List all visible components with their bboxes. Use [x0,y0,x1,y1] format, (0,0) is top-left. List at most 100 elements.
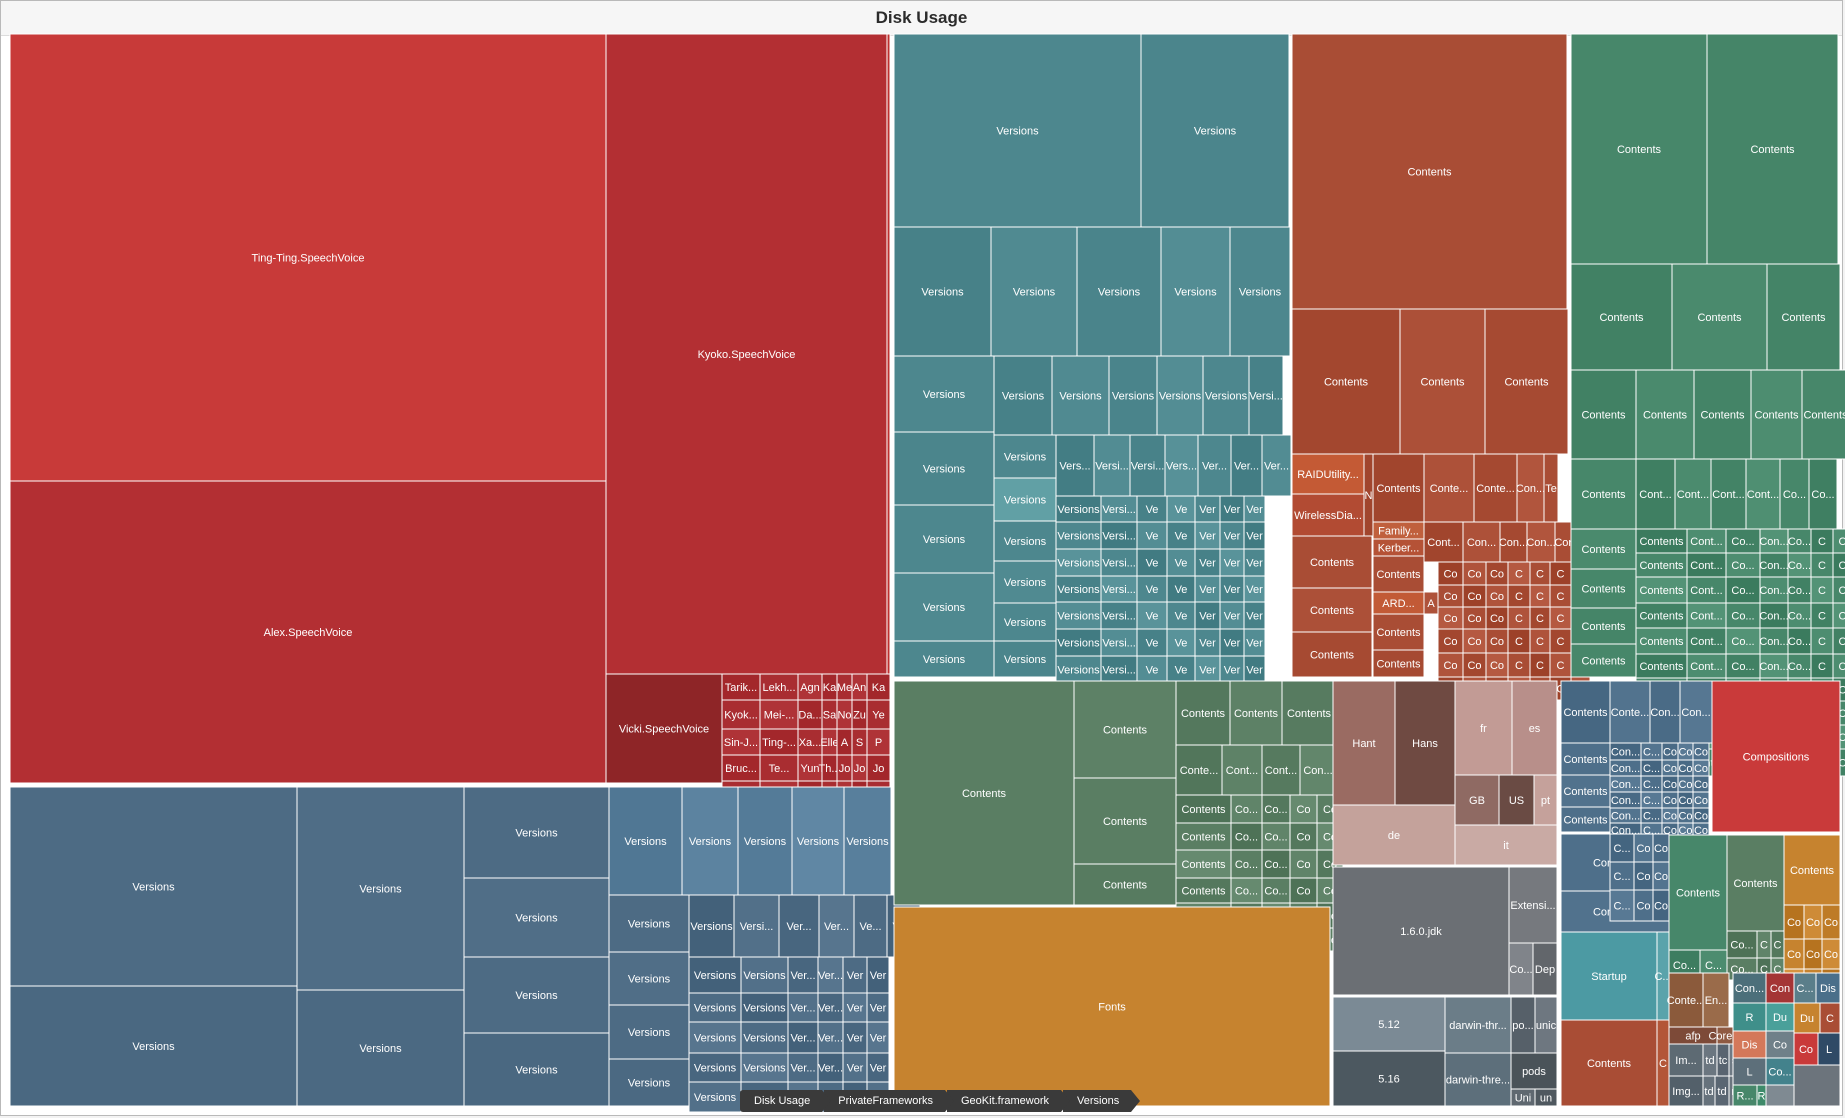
treemap-cell[interactable] [1372,649,1425,678]
treemap-cell[interactable] [1230,849,1263,879]
treemap-cell[interactable] [1560,1019,1658,1107]
treemap-cell[interactable] [1609,807,1642,824]
treemap-cell[interactable] [1291,33,1568,310]
treemap-cell[interactable] [1692,791,1710,809]
treemap-cell[interactable] [1787,528,1812,554]
treemap-cell[interactable] [1175,877,1232,904]
treemap-cell[interactable] [463,1032,610,1107]
treemap-cell[interactable] [740,1052,789,1083]
treemap-cell[interactable] [993,560,1057,604]
treemap-cell[interactable] [1656,1019,1670,1107]
treemap-cell[interactable] [1229,680,1283,746]
treemap-cell[interactable] [296,786,465,991]
treemap-cell[interactable] [1423,453,1475,523]
treemap-cell[interactable] [9,786,298,987]
treemap-cell[interactable] [1560,774,1611,808]
treemap-cell[interactable] [1243,495,1266,523]
treemap-cell[interactable] [1570,263,1673,371]
treemap-cell[interactable] [866,699,891,730]
treemap-cell[interactable] [1635,602,1688,629]
treemap-cell[interactable] [1485,628,1509,654]
treemap-cell[interactable] [1609,775,1642,793]
treemap-cell[interactable] [821,673,838,701]
treemap-cell[interactable] [787,956,819,994]
treemap-cell[interactable] [1363,453,1374,537]
treemap-cell[interactable] [1609,791,1642,809]
treemap-cell[interactable] [1289,849,1318,879]
treemap-cell[interactable] [1243,601,1266,630]
treemap-cell[interactable] [1194,495,1221,523]
treemap-cell[interactable] [993,602,1057,642]
treemap-cell[interactable] [1640,791,1663,809]
treemap-cell[interactable] [821,728,838,756]
treemap-cell[interactable] [759,754,799,782]
treemap-cell[interactable] [1437,606,1464,630]
treemap-cell[interactable] [1291,453,1365,495]
treemap-cell[interactable] [1534,1088,1558,1107]
treemap-cell[interactable] [1261,877,1291,904]
treemap-cell[interactable] [1549,561,1572,586]
treemap-cell[interactable] [1668,1075,1704,1107]
treemap-cell[interactable] [886,33,891,675]
treemap-cell[interactable] [1230,822,1263,851]
treemap-cell[interactable] [1732,1002,1767,1032]
treemap-cell[interactable] [1055,575,1102,603]
treemap-cell[interactable] [1686,602,1727,629]
treemap-cell[interactable] [1549,652,1572,678]
treemap-cell[interactable] [1549,628,1572,654]
treemap-cell[interactable] [893,572,995,642]
treemap-cell[interactable] [1635,552,1688,578]
treemap-cell[interactable] [836,754,853,782]
treemap-cell[interactable] [1051,355,1110,436]
treemap-cell[interactable] [1570,607,1637,645]
treemap-cell[interactable] [1175,822,1232,851]
treemap-cell[interactable] [1454,824,1558,866]
treemap-cell[interactable] [740,1021,789,1054]
treemap-cell[interactable] [1136,628,1168,657]
treemap-cell[interactable] [1136,575,1168,603]
treemap-cell[interactable] [1640,807,1663,824]
treemap-cell[interactable] [1686,653,1727,679]
treemap-cell[interactable] [1821,904,1841,940]
treemap-cell[interactable] [1511,680,1558,776]
treemap-cell[interactable] [1136,601,1168,630]
treemap-cell[interactable] [1765,1057,1795,1086]
treemap-cell[interactable] [787,1052,819,1083]
treemap-cell[interactable] [463,786,610,879]
treemap-cell[interactable] [1485,584,1509,608]
treemap-cell[interactable] [797,728,823,756]
treemap-cell[interactable] [1473,453,1518,523]
treemap-cell[interactable] [605,33,888,675]
treemap-cell[interactable] [866,1052,890,1083]
treemap-cell[interactable] [1093,434,1131,497]
treemap-cell[interactable] [1635,576,1688,604]
treemap-cell[interactable] [759,673,799,701]
treemap-cell[interactable] [1510,1052,1558,1090]
treemap-cell[interactable] [1073,777,1177,865]
treemap-cell[interactable] [1219,521,1245,550]
treemap-cell[interactable] [1166,655,1196,684]
treemap-cell[interactable] [1332,1050,1446,1107]
treemap-cell[interactable] [866,992,890,1023]
treemap-cell[interactable] [1261,849,1291,879]
treemap-cell[interactable] [608,1004,690,1060]
treemap-cell[interactable] [1100,601,1138,630]
treemap-cell[interactable] [1570,33,1708,265]
treemap-cell[interactable] [1219,575,1245,603]
treemap-cell[interactable] [817,956,844,994]
treemap-cell[interactable] [1725,576,1761,604]
treemap-cell[interactable] [1750,369,1803,460]
treemap-cell[interactable] [842,1052,868,1083]
treemap-cell[interactable] [1219,655,1245,684]
treemap-cell[interactable] [1810,602,1834,629]
treemap-cell[interactable] [1656,931,1670,1021]
treemap-cell[interactable] [1507,584,1531,608]
treemap-cell[interactable] [1372,613,1425,651]
treemap-cell[interactable] [1725,653,1761,679]
treemap-cell[interactable] [737,786,793,896]
treemap-cell[interactable] [1299,744,1337,796]
treemap-cell[interactable] [1765,1002,1795,1032]
treemap-cell[interactable] [791,786,845,896]
treemap-cell[interactable] [1543,453,1559,523]
treemap-cell[interactable] [1570,369,1637,460]
